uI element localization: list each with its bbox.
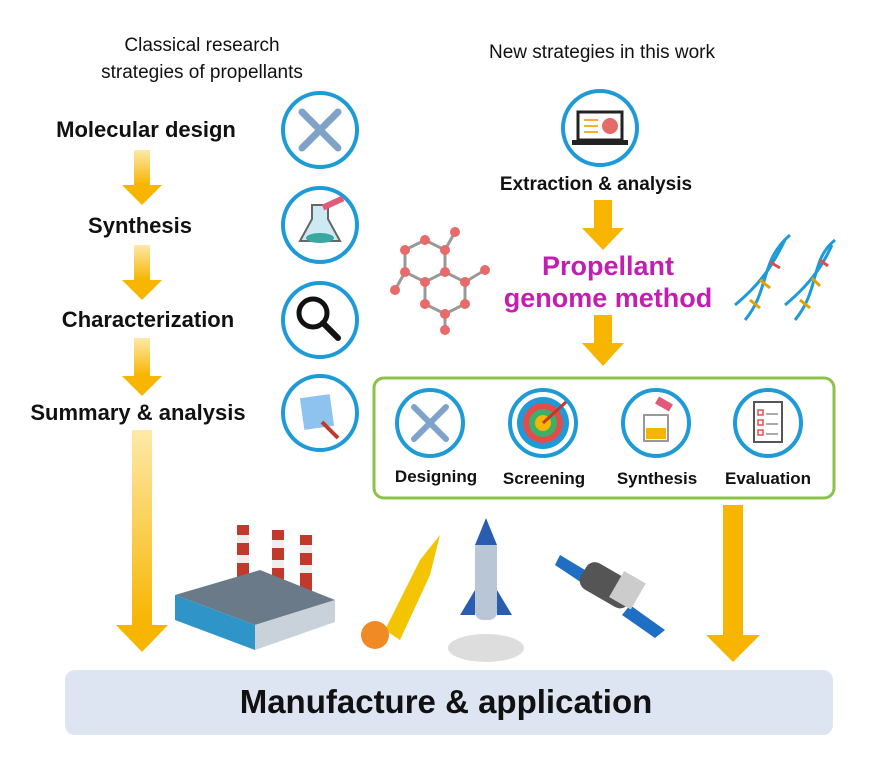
arrow-long-left (116, 430, 168, 652)
method-line1: Propellant (541, 251, 675, 281)
extraction-label: Extraction & analysis (499, 174, 693, 195)
bottom-bar (65, 670, 833, 735)
arrow-method (582, 315, 624, 366)
arrow-1 (122, 150, 162, 205)
arrow-extraction (582, 200, 624, 250)
step-synthesis: Synthesis (88, 213, 192, 238)
molecule-icon (390, 227, 490, 335)
factory-icon (175, 525, 335, 650)
right-heading: New strategies in this work (489, 42, 715, 63)
label-synthesis: Synthesis (616, 469, 698, 488)
left-heading: Classical research strategies of propella… (101, 32, 303, 86)
bottom-label: Manufacture & application (239, 683, 653, 720)
method-title: Propellant genome method (504, 250, 713, 314)
step-summary: Summary & analysis (30, 400, 246, 425)
label-evaluation: Evaluation (725, 469, 811, 488)
method-line2: genome method (503, 283, 713, 313)
left-heading-line1: Classical research (124, 35, 280, 56)
arrow-2 (122, 245, 162, 300)
satellite-icon (555, 555, 665, 638)
label-designing: Designing (394, 467, 478, 486)
label-screening: Screening (502, 469, 586, 488)
step-molecular-design: Molecular design (56, 117, 236, 142)
step-characterization: Characterization (61, 307, 235, 332)
arrow-3 (122, 338, 162, 396)
dna-icon (734, 233, 836, 321)
arrow-long-right (706, 505, 760, 662)
workflow-box (372, 376, 836, 500)
space-shuttle-icon (448, 518, 524, 662)
magnifier-icon (281, 281, 359, 359)
rocket-icon (361, 535, 440, 649)
left-heading-line2: strategies of propellants (101, 62, 303, 83)
